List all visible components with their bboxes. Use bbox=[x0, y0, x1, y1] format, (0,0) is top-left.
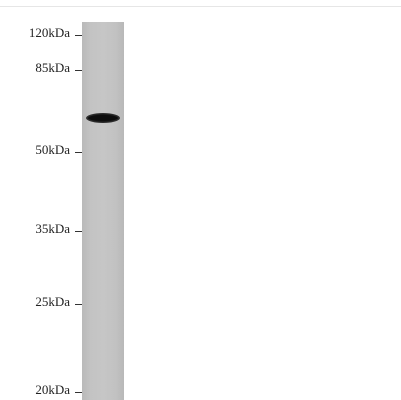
marker-tick bbox=[75, 70, 84, 71]
protein-band-core bbox=[88, 115, 118, 121]
marker-tick bbox=[75, 304, 84, 305]
marker-120kda: 120kDa bbox=[8, 26, 88, 40]
marker-50kda: 50kDa bbox=[8, 143, 88, 157]
marker-20kda: 20kDa bbox=[8, 383, 88, 397]
marker-25kda: 25kDa bbox=[8, 295, 88, 309]
marker-label: 20kDa bbox=[35, 382, 70, 397]
gel-lane bbox=[82, 22, 124, 400]
marker-tick bbox=[75, 35, 84, 36]
marker-label: 85kDa bbox=[35, 60, 70, 75]
marker-label: 25kDa bbox=[35, 294, 70, 309]
marker-tick bbox=[75, 152, 84, 153]
marker-tick bbox=[75, 392, 84, 393]
marker-35kda: 35kDa bbox=[8, 222, 88, 236]
marker-label: 50kDa bbox=[35, 142, 70, 157]
marker-label: 35kDa bbox=[35, 221, 70, 236]
marker-85kda: 85kDa bbox=[8, 61, 88, 75]
image-top-border bbox=[0, 6, 401, 7]
marker-label: 120kDa bbox=[28, 25, 70, 40]
marker-tick bbox=[75, 231, 84, 232]
